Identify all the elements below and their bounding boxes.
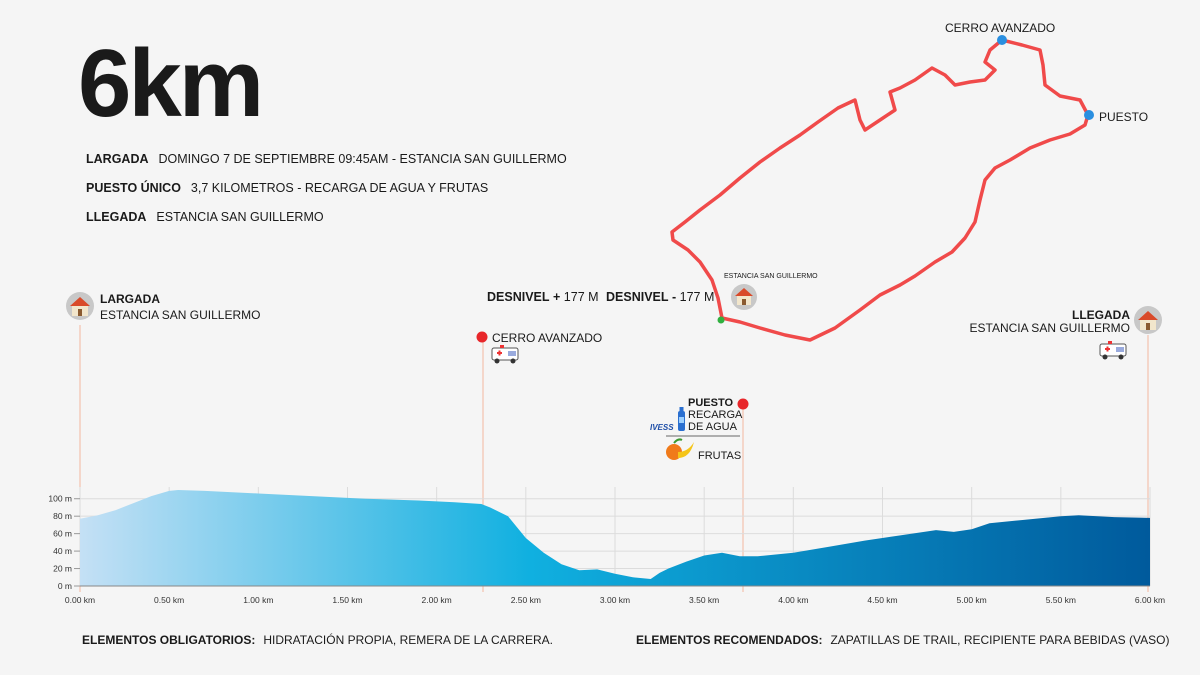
ivess-logo: IVESS [650, 423, 674, 432]
desnivel-plus: DESNIVEL + 177 M [487, 290, 599, 304]
puesto-point[interactable] [1084, 110, 1094, 120]
fruit-icon [666, 438, 694, 460]
y-tick-label: 20 m [53, 564, 72, 574]
x-tick-label: 3.00 km [600, 595, 630, 605]
map-label-puesto: PUESTO [1099, 110, 1149, 124]
x-tick-label: 1.00 km [243, 595, 273, 605]
info-puesto: PUESTO ÚNICO 3,7 KILOMETROS - RECARGA DE … [86, 181, 488, 195]
cerro-marker-dot[interactable] [476, 331, 488, 343]
end-marker-title: LLEGADA [1072, 308, 1130, 322]
desnivel-minus-value: 177 M [679, 290, 715, 304]
start-marker-sub: ESTANCIA SAN GUILLERMO [100, 308, 261, 322]
map-label-cerro: CERRO AVANZADO [945, 21, 1056, 35]
x-tick-label: 4.50 km [867, 595, 897, 605]
elevation-area [80, 490, 1150, 586]
x-tick-label: 5.00 km [957, 595, 987, 605]
info-puesto-label: PUESTO ÚNICO [86, 181, 181, 195]
route-line [670, 38, 1090, 342]
y-tick-label: 60 m [53, 529, 72, 539]
y-tick-label: 100 m [48, 494, 72, 504]
puesto-marker-line1: RECARGA [688, 409, 743, 421]
obligatorios-value: HIDRATACIÓN PROPIA, REMERA DE LA CARRERA… [263, 633, 553, 647]
info-largada-label: LARGADA [86, 152, 149, 166]
cerro-marker-label: CERRO AVANZADO [492, 331, 603, 345]
map-house-icon [731, 284, 757, 310]
x-tick-label: 5.50 km [1046, 595, 1076, 605]
x-tick-label: 0.00 km [65, 595, 95, 605]
cerro-point[interactable] [997, 35, 1007, 45]
water-bottle-icon [678, 407, 685, 431]
puesto-marker-dot[interactable] [737, 398, 749, 410]
end-house-icon [1134, 306, 1162, 334]
page-title: 6km [78, 30, 264, 137]
info-largada: LARGADA DOMINGO 7 DE SEPTIEMBRE 09:45AM -… [86, 152, 567, 166]
start-house-icon [66, 292, 94, 320]
ambulance-end-icon [1099, 341, 1127, 360]
puesto-marker-frutas: FRUTAS [698, 450, 742, 462]
recomendados-line: ELEMENTOS RECOMENDADOS: ZAPATILLAS DE TRA… [636, 633, 1169, 647]
desnivel-plus-label: DESNIVEL [487, 290, 550, 304]
x-tick-label: 3.50 km [689, 595, 719, 605]
desnivel-minus: DESNIVEL - 177 M [606, 290, 714, 304]
x-tick-label: 2.00 km [422, 595, 452, 605]
x-tick-label: 6.00 km [1135, 595, 1165, 605]
desnivel-minus-label: DESNIVEL [606, 290, 669, 304]
obligatorios-label: ELEMENTOS OBLIGATORIOS: [82, 633, 256, 647]
recomendados-label: ELEMENTOS RECOMENDADOS: [636, 633, 823, 647]
puesto-marker-line2: DE AGUA [688, 421, 737, 433]
x-tick-label: 4.00 km [778, 595, 808, 605]
puesto-marker-title: PUESTO [688, 397, 734, 409]
obligatorios-line: ELEMENTOS OBLIGATORIOS: HIDRATACIÓN PROPI… [82, 633, 553, 647]
recomendados-value: ZAPATILLAS DE TRAIL, RECIPIENTE PARA BEB… [830, 633, 1170, 647]
y-tick-label: 0 m [58, 581, 72, 591]
ambulance-icon [491, 345, 519, 364]
desnivel-plus-value: 177 M [563, 290, 599, 304]
x-tick-label: 0.50 km [154, 595, 184, 605]
map-label-estancia: ESTANCIA SAN GUILLERMO [724, 273, 818, 280]
desnivel-plus-sign: + [553, 290, 561, 304]
end-marker-sub: ESTANCIA SAN GUILLERMO [969, 321, 1130, 335]
info-llegada: LLEGADA ESTANCIA SAN GUILLERMO [86, 210, 324, 224]
info-puesto-value: 3,7 KILOMETROS - RECARGA DE AGUA Y FRUTA… [190, 181, 489, 195]
info-largada-value: DOMINGO 7 DE SEPTIEMBRE 09:45AM - ESTANC… [158, 152, 567, 166]
desnivel-minus-sign: - [672, 290, 677, 304]
y-tick-label: 40 m [53, 546, 72, 556]
start-point[interactable] [717, 316, 725, 324]
info-llegada-label: LLEGADA [86, 210, 147, 224]
elevation-chart: 0 m 20 m 40 m 60 m 80 m 100 m 0.00 km 0.50 km 1.… [48, 487, 1165, 605]
info-llegada-value: ESTANCIA SAN GUILLERMO [156, 210, 324, 224]
route-map [670, 35, 1094, 342]
x-tick-label: 2.50 km [511, 595, 541, 605]
start-marker-title: LARGADA [100, 292, 160, 306]
x-tick-label: 1.50 km [332, 595, 362, 605]
y-tick-label: 80 m [53, 511, 72, 521]
